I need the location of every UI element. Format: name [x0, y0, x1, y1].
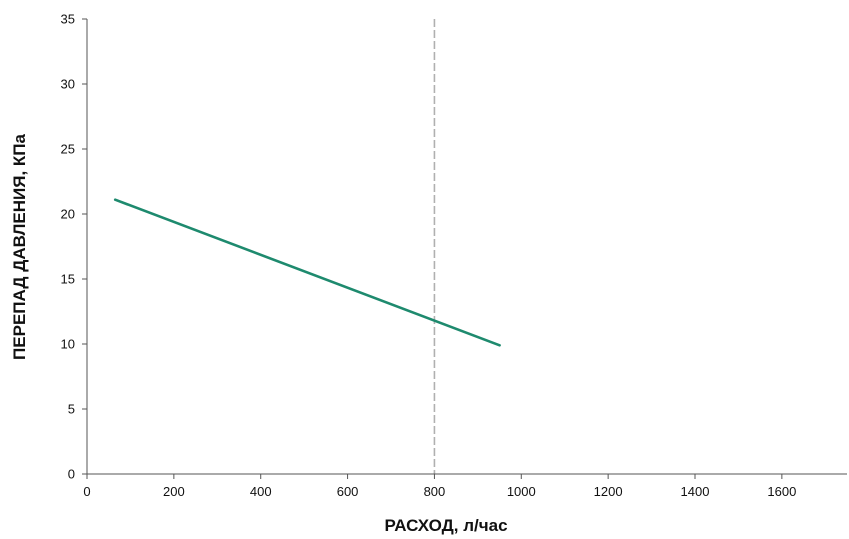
y-tick-label: 25 — [61, 142, 75, 157]
series — [113, 198, 501, 347]
series-line-0 — [113, 198, 501, 347]
axes — [86, 19, 847, 475]
y-tick-label: 35 — [61, 12, 75, 27]
y-tick-label: 15 — [61, 272, 75, 287]
y-axis-title: ПЕРЕПАД ДАВЛЕНИЯ, КПа — [10, 134, 29, 360]
x-tick-label: 400 — [250, 484, 272, 499]
x-tick-label: 800 — [424, 484, 446, 499]
y-ticks: 0 5 10 15 20 25 30 35 — [61, 12, 87, 482]
x-tick-label: 1600 — [767, 484, 796, 499]
x-tick-label: 1400 — [681, 484, 710, 499]
y-tick-label: 20 — [61, 207, 75, 222]
x-tick-label: 600 — [337, 484, 359, 499]
x-axis-title: РАСХОД, л/час — [384, 516, 507, 535]
x-tick-label: 200 — [163, 484, 185, 499]
x-tick-label: 1200 — [594, 484, 623, 499]
y-tick-label: 5 — [68, 402, 75, 417]
y-tick-label: 0 — [68, 467, 75, 482]
y-tick-label: 30 — [61, 77, 75, 92]
y-tick-label: 10 — [61, 337, 75, 352]
x-tick-label: 0 — [83, 484, 90, 499]
x-ticks: 0 200 400 600 800 1000 1200 1400 1600 — [83, 474, 796, 499]
x-tick-label: 1000 — [507, 484, 536, 499]
